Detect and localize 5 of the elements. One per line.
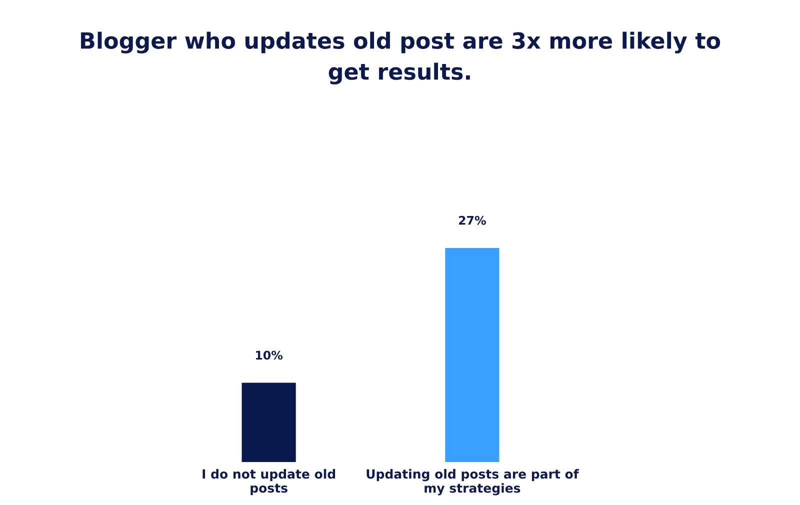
x-tick-label: I do not update old posts [202,469,336,496]
chart-title: Blogger who updates old post are 3x more likely to get results. [81,32,720,84]
x-tick-label: Updating old posts are part of my strategies [366,469,579,496]
data-label: 27% [459,216,486,225]
data-label: 10% [256,350,283,360]
